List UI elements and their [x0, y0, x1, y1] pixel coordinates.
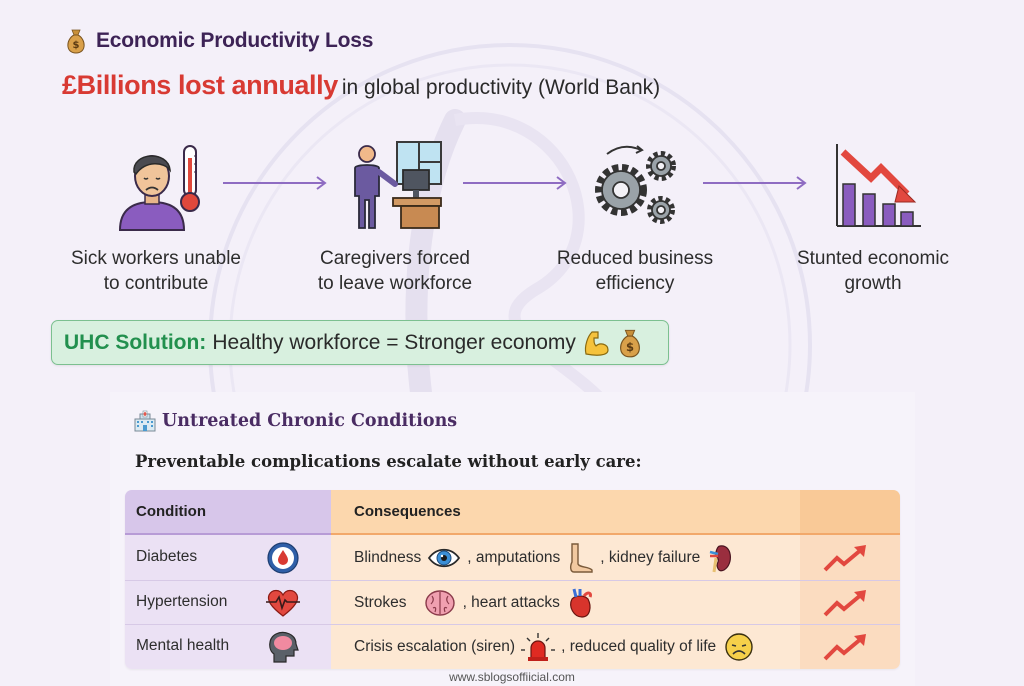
conditions-table: Condition Consequences Diabetes Blindnes… [125, 490, 900, 669]
flow-label-line1: Sick workers unable [70, 248, 242, 269]
trending-up-icon [823, 545, 866, 572]
eye-icon [428, 548, 461, 568]
consequences-cell: Blindness , amputations , kidney failure [354, 540, 734, 576]
kidney-icon [709, 545, 732, 573]
consequence-text: Strokes [354, 594, 407, 611]
table-row: Mental health Crisis escalation (siren) … [125, 624, 900, 668]
hospital-icon [134, 410, 156, 432]
siren-icon [521, 633, 556, 661]
table-row: Diabetes Blindness , amputations , ki [125, 536, 900, 580]
money-bag-icon: $ [619, 329, 640, 357]
chronic-description: Preventable complications escalate witho… [135, 452, 642, 471]
flow-label-line2: efficiency [595, 273, 675, 294]
flow-label-line2: growth [844, 273, 902, 294]
heartbeat-icon [266, 589, 300, 617]
consequence-text: , reduced quality of life [561, 638, 717, 655]
consequence-text: , amputations [467, 549, 561, 566]
footer-url[interactable]: www.sblogsoffiicial.com [449, 670, 575, 684]
flow-step-business-efficiency: Reduced business efficiency [535, 140, 735, 296]
consequence-text: , heart attacks [462, 594, 560, 611]
consequences-cell: Strokes , heart attacks [354, 585, 594, 621]
svg-text:$: $ [73, 40, 80, 51]
head-brain-icon [269, 631, 299, 663]
page-title: Economic Productivity Loss [96, 29, 374, 52]
trending-up-icon [823, 634, 866, 661]
header-consequences: Consequences [354, 503, 461, 520]
headline: £Billions lost annually in global product… [62, 70, 660, 101]
headline-rest: in global productivity (World Bank) [341, 76, 661, 99]
caregiver-leaving-desk-icon [354, 141, 442, 229]
blood-drop-icon [267, 542, 299, 574]
consequence-text: Blindness [354, 549, 422, 566]
consequences-cell: Crisis escalation (siren) , reduced qual… [354, 629, 756, 665]
solution-text: Healthy workforce = Stronger economy [212, 330, 576, 354]
headline-emphasis: £Billions lost annually [62, 70, 338, 100]
flow-label-line2: to contribute [103, 273, 209, 294]
condition-name: Mental health [136, 637, 230, 654]
solution-label: UHC Solution: [64, 330, 207, 354]
flow-label-line1: Caregivers forced [320, 248, 470, 269]
flow-label-line1: Stunted economic [796, 248, 950, 269]
flexed-bicep-icon [584, 330, 609, 356]
consequence-text: Crisis escalation (siren) [354, 638, 516, 655]
uhc-solution-callout: UHC Solution: Healthy workforce = Strong… [51, 320, 669, 365]
header-condition: Condition [136, 503, 206, 520]
condition-name: Diabetes [136, 548, 198, 565]
chronic-title-row: Untreated Chronic Conditions [134, 410, 457, 432]
sick-worker-thermometer-icon [118, 145, 200, 231]
flow-label-line1: Reduced business [556, 248, 714, 269]
foot-icon [570, 543, 593, 573]
table-row: Hypertension Strokes , heart attacks [125, 580, 900, 624]
trend-header-bg [800, 490, 900, 535]
flow-step-economic-growth: Stunted economic growth [773, 140, 973, 296]
trending-up-icon [823, 590, 866, 617]
condition-name: Hypertension [136, 593, 228, 610]
flow-step-sick-workers: Sick workers unable to contribute [56, 140, 256, 296]
section-title-row: $ Economic Productivity Loss [64, 28, 373, 54]
sad-face-icon [725, 633, 753, 661]
svg-text:$: $ [626, 340, 634, 354]
brain-icon [424, 590, 455, 616]
declining-bar-chart-icon [836, 144, 921, 227]
anatomical-heart-icon [570, 588, 592, 618]
money-bag-icon: $ [67, 29, 85, 54]
chronic-title: Untreated Chronic Conditions [162, 411, 458, 431]
flow-label-line2: to leave workforce [317, 273, 473, 294]
gears-icon [595, 145, 676, 224]
consequence-text: , kidney failure [600, 549, 701, 566]
flow-step-caregivers: Caregivers forced to leave workforce [295, 140, 495, 296]
